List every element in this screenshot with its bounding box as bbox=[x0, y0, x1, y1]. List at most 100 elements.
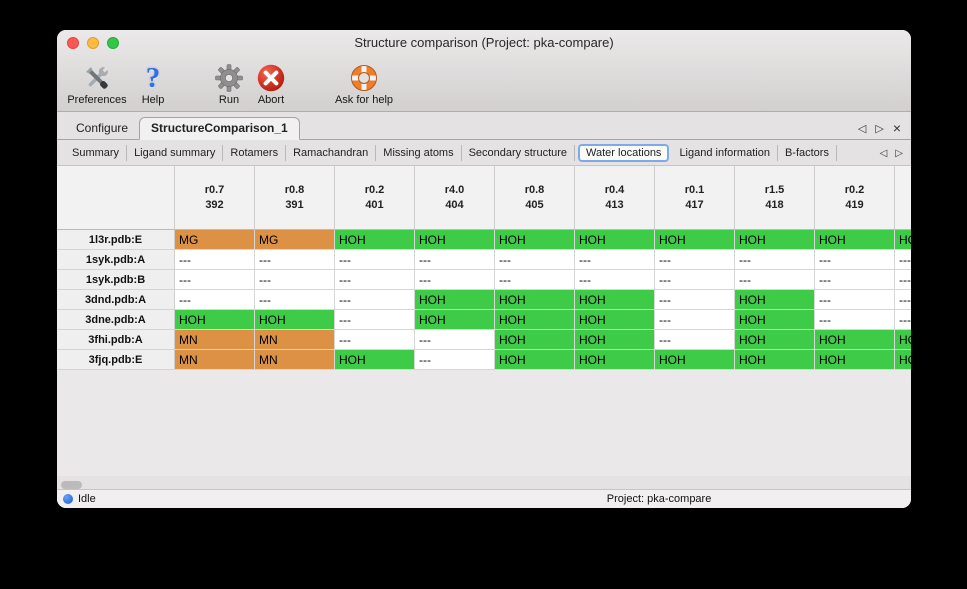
table-cell[interactable]: HOH bbox=[495, 230, 575, 250]
table-cell[interactable]: MN bbox=[255, 330, 335, 350]
table-cell[interactable]: HOH bbox=[415, 230, 495, 250]
table-cell[interactable]: HOH bbox=[655, 230, 735, 250]
report-scroll-right-icon[interactable]: ▷ bbox=[895, 147, 903, 159]
table-cell[interactable]: HOH bbox=[815, 350, 895, 370]
tab-missing-atoms[interactable]: Missing atoms bbox=[376, 145, 462, 161]
table-cell[interactable]: HOH bbox=[895, 330, 911, 350]
table-cell[interactable]: MG bbox=[175, 230, 255, 250]
ask-for-help-button[interactable]: Ask for help bbox=[321, 58, 407, 106]
row-header[interactable]: 3dnd.pdb:A bbox=[57, 290, 175, 310]
table-cell[interactable]: MN bbox=[255, 350, 335, 370]
report-scroll-left-icon[interactable]: ◁ bbox=[879, 147, 888, 159]
row-header[interactable]: 3fjq.pdb:E bbox=[57, 350, 175, 370]
table-cell[interactable]: --- bbox=[655, 330, 735, 350]
table-cell[interactable]: HOH bbox=[575, 350, 655, 370]
table-cell[interactable]: --- bbox=[335, 330, 415, 350]
table-cell[interactable]: --- bbox=[815, 270, 895, 290]
table-cell[interactable]: --- bbox=[735, 270, 815, 290]
table-cell[interactable]: HOH bbox=[335, 350, 415, 370]
row-header[interactable]: 1l3r.pdb:E bbox=[57, 230, 175, 250]
scrollbar-thumb[interactable] bbox=[61, 481, 82, 489]
table-cell[interactable]: HOH bbox=[895, 350, 911, 370]
tab-ligand-summary[interactable]: Ligand summary bbox=[127, 145, 224, 161]
table-cell[interactable]: --- bbox=[495, 250, 575, 270]
table-cell[interactable]: HOH bbox=[175, 310, 255, 330]
table-cell[interactable]: --- bbox=[175, 270, 255, 290]
table-cell[interactable]: HOH bbox=[415, 310, 495, 330]
row-header[interactable]: 3dne.pdb:A bbox=[57, 310, 175, 330]
table-cell[interactable]: --- bbox=[895, 270, 911, 290]
table-cell[interactable]: --- bbox=[655, 290, 735, 310]
close-window-button[interactable] bbox=[67, 37, 79, 49]
run-button[interactable]: Run bbox=[209, 58, 249, 106]
table-cell[interactable]: --- bbox=[735, 250, 815, 270]
table-cell[interactable]: --- bbox=[335, 290, 415, 310]
table-cell[interactable]: HOH bbox=[655, 350, 735, 370]
table-cell[interactable]: HOH bbox=[575, 230, 655, 250]
table-cell[interactable]: HOH bbox=[895, 230, 911, 250]
table-cell[interactable]: --- bbox=[895, 310, 911, 330]
horizontal-scrollbar[interactable] bbox=[57, 476, 911, 494]
table-cell[interactable]: HOH bbox=[735, 350, 815, 370]
table-cell[interactable]: --- bbox=[255, 270, 335, 290]
table-cell[interactable]: --- bbox=[655, 270, 735, 290]
tab-scroll-right-icon[interactable]: ▷ bbox=[875, 123, 884, 135]
table-cell[interactable]: --- bbox=[415, 350, 495, 370]
table-cell[interactable]: --- bbox=[655, 310, 735, 330]
table-cell[interactable]: --- bbox=[815, 250, 895, 270]
table-cell[interactable]: HOH bbox=[575, 310, 655, 330]
table-cell[interactable]: HOH bbox=[815, 230, 895, 250]
table-cell[interactable]: --- bbox=[815, 310, 895, 330]
table-cell[interactable]: HOH bbox=[735, 330, 815, 350]
table-cell[interactable]: --- bbox=[895, 290, 911, 310]
tab-ligand-information[interactable]: Ligand information bbox=[672, 145, 778, 161]
help-button[interactable]: ? Help bbox=[133, 58, 173, 107]
tab-water-locations[interactable]: Water locations bbox=[578, 144, 670, 162]
table-cell[interactable]: --- bbox=[335, 250, 415, 270]
table-cell[interactable]: HOH bbox=[495, 290, 575, 310]
tab-close-icon[interactable]: × bbox=[892, 120, 901, 136]
table-cell[interactable]: --- bbox=[415, 330, 495, 350]
tab-ramachandran[interactable]: Ramachandran bbox=[286, 145, 377, 161]
tab-summary[interactable]: Summary bbox=[65, 145, 128, 161]
tab-scroll-left-icon[interactable]: ◁ bbox=[857, 123, 867, 135]
tab-b-factors[interactable]: B-factors bbox=[778, 145, 837, 161]
table-cell[interactable]: --- bbox=[175, 290, 255, 310]
tab-secondary-structure[interactable]: Secondary structure bbox=[462, 145, 576, 161]
zoom-window-button[interactable] bbox=[107, 37, 119, 49]
row-header[interactable]: 1syk.pdb:B bbox=[57, 270, 175, 290]
table-cell[interactable]: --- bbox=[415, 270, 495, 290]
table-cell[interactable]: MN bbox=[175, 350, 255, 370]
tab-structurecomparison-1[interactable]: StructureComparison_1 bbox=[139, 117, 300, 140]
table-cell[interactable]: HOH bbox=[575, 290, 655, 310]
table-cell[interactable]: --- bbox=[335, 270, 415, 290]
table-cell[interactable]: HOH bbox=[255, 310, 335, 330]
table-cell[interactable]: HOH bbox=[575, 330, 655, 350]
row-header[interactable]: 1syk.pdb:A bbox=[57, 250, 175, 270]
table-cell[interactable]: HOH bbox=[735, 290, 815, 310]
table-cell[interactable]: MG bbox=[255, 230, 335, 250]
table-cell[interactable]: HOH bbox=[415, 290, 495, 310]
tab-configure[interactable]: Configure bbox=[76, 121, 129, 135]
table-cell[interactable]: HOH bbox=[495, 310, 575, 330]
table-cell[interactable]: --- bbox=[495, 270, 575, 290]
table-cell[interactable]: --- bbox=[335, 310, 415, 330]
table-cell[interactable]: --- bbox=[415, 250, 495, 270]
preferences-button[interactable]: Preferences bbox=[65, 58, 129, 106]
table-cell[interactable]: --- bbox=[575, 270, 655, 290]
table-cell[interactable]: HOH bbox=[495, 350, 575, 370]
table-cell[interactable]: HOH bbox=[495, 330, 575, 350]
table-cell[interactable]: --- bbox=[255, 290, 335, 310]
table-cell[interactable]: HOH bbox=[735, 310, 815, 330]
table-cell[interactable]: --- bbox=[175, 250, 255, 270]
table-cell[interactable]: --- bbox=[255, 250, 335, 270]
table-cell[interactable]: HOH bbox=[335, 230, 415, 250]
abort-button[interactable]: Abort bbox=[249, 58, 293, 106]
tab-rotamers[interactable]: Rotamers bbox=[223, 145, 287, 161]
table-cell[interactable]: MN bbox=[175, 330, 255, 350]
table-cell[interactable]: --- bbox=[815, 290, 895, 310]
table-cell[interactable]: --- bbox=[575, 250, 655, 270]
table-cell[interactable]: --- bbox=[895, 250, 911, 270]
table-cell[interactable]: HOH bbox=[815, 330, 895, 350]
table-cell[interactable]: --- bbox=[655, 250, 735, 270]
